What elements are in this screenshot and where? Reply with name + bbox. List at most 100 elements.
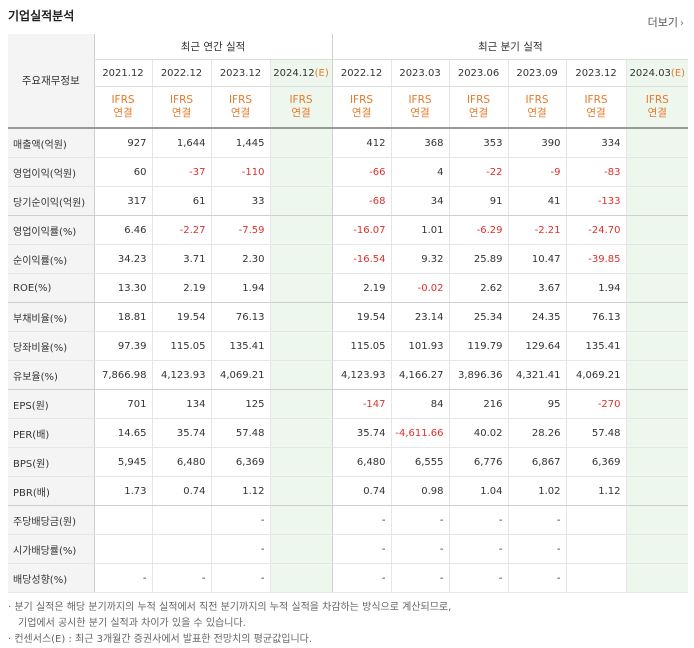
annual-value xyxy=(269,157,333,187)
annual-value: 35.74 xyxy=(151,418,211,448)
table-row: 배당성향(%) - - - - - - - xyxy=(8,563,689,593)
quarter-value: 2.62 xyxy=(448,273,509,303)
annual-value: 134 xyxy=(151,389,211,419)
quarter-value: 4,166.27 xyxy=(390,360,450,390)
table-row: 부채비율(%) 18.81 19.54 76.13 19.54 23.14 25.34 24.… xyxy=(8,302,689,332)
quarter-value: - xyxy=(507,563,567,593)
note-line-1: 분기 실적은 해당 분기까지의 누적 실적에서 직전 분기까지의 누적 실적을 … xyxy=(14,602,452,613)
consolidated-label: 연결 xyxy=(647,107,667,119)
quarter-value xyxy=(625,157,689,187)
row-label: 당좌비율(%) xyxy=(8,331,94,361)
annual-value: 14.65 xyxy=(93,418,152,448)
quarter-value: -68 xyxy=(331,186,392,216)
annual-value xyxy=(269,360,333,390)
quarter-value xyxy=(625,389,689,419)
annual-value: - xyxy=(210,534,270,564)
quarter-value: 0.98 xyxy=(390,476,450,506)
annual-value: - xyxy=(151,563,211,593)
note-quarterly: · 분기 실적은 해당 분기까지의 누적 실적에서 직전 분기까지의 누적 실적… xyxy=(8,602,452,613)
consolidated-label: 연결 xyxy=(468,107,489,119)
quarter-value: 91 xyxy=(448,186,509,216)
annual-value: 7,866.98 xyxy=(93,360,152,390)
quarter-value xyxy=(625,273,689,303)
quarter-value xyxy=(625,244,689,274)
quarter-period: 2023.06 xyxy=(448,59,509,87)
ifrs-label: IFRS xyxy=(466,94,491,106)
quarter-value: -2.21 xyxy=(507,215,567,245)
annual-value: 135.41 xyxy=(210,331,270,361)
annual-value: 125 xyxy=(210,389,270,419)
row-label: PBR(배) xyxy=(8,476,94,506)
quarter-value: - xyxy=(331,534,392,564)
annual-value xyxy=(151,505,211,535)
row-label: BPS(원) xyxy=(8,447,94,477)
annual-value xyxy=(269,563,333,593)
financial-table: 주요재무정보 최근 연간 실적 최근 분기 실적 2021.12 2022.12 2023… xyxy=(8,34,689,593)
quarter-value: 3,896.36 xyxy=(448,360,509,390)
annual-value: - xyxy=(93,563,152,593)
quarter-value xyxy=(625,331,689,361)
annual-value: 1.12 xyxy=(210,476,270,506)
annual-value: 6,480 xyxy=(151,447,211,477)
quarter-value: 10.47 xyxy=(507,244,567,274)
quarter-value: 6,555 xyxy=(390,447,450,477)
quarter-value: 3.67 xyxy=(507,273,567,303)
quarter-value: -39.85 xyxy=(565,244,627,274)
quarter-value: - xyxy=(448,563,509,593)
quarter-value: -16.07 xyxy=(331,215,392,245)
quarter-value: -22 xyxy=(448,157,509,187)
table-row: 순이익률(%) 34.23 3.71 2.30 -16.54 9.32 25.89 10.47… xyxy=(8,244,689,274)
ifrs-basis: IFRS 연결 xyxy=(390,86,450,129)
row-label: ROE(%) xyxy=(8,273,94,303)
annual-value xyxy=(269,476,333,506)
quarter-value: - xyxy=(507,534,567,564)
annual-value xyxy=(269,215,333,245)
quarter-value: -16.54 xyxy=(331,244,392,274)
quarter-value: 129.64 xyxy=(507,331,567,361)
annual-header: 최근 연간 실적 xyxy=(93,34,333,60)
annual-value xyxy=(151,534,211,564)
table-row: 당좌비율(%) 97.39 115.05 135.41 115.05 101.93 119.… xyxy=(8,331,689,361)
quarter-value xyxy=(565,563,627,593)
quarter-value: 6,776 xyxy=(448,447,509,477)
annual-period: 2024.12(E) xyxy=(269,59,333,87)
annual-value xyxy=(269,186,333,216)
quarter-value: 4 xyxy=(390,157,450,187)
table-row: 유보율(%) 7,866.98 4,123.93 4,069.21 4,123.93 4,… xyxy=(8,360,689,390)
consolidated-label: 연결 xyxy=(113,107,133,119)
annual-value: 76.13 xyxy=(210,302,270,332)
quarter-value: -66 xyxy=(331,157,392,187)
ifrs-basis: IFRS 연결 xyxy=(210,86,270,129)
quarter-value: - xyxy=(448,534,509,564)
quarter-value: 101.93 xyxy=(390,331,450,361)
ifrs-basis: IFRS 연결 xyxy=(93,86,152,129)
quarter-value xyxy=(565,505,627,535)
table-row: BPS(원) 5,945 6,480 6,369 6,480 6,555 6,776 6,86… xyxy=(8,447,689,477)
more-link[interactable]: 더보기 › xyxy=(648,14,684,30)
quarter-period: 2024.03(E) xyxy=(625,59,689,87)
row-label: EPS(원) xyxy=(8,389,94,419)
quarter-value: 334 xyxy=(565,128,627,158)
annual-value: 0.74 xyxy=(151,476,211,506)
row-label: 순이익률(%) xyxy=(8,244,94,274)
quarter-value xyxy=(625,563,689,593)
table-row: 당기순이익(억원) 317 61 33 -68 34 91 41 -133 xyxy=(8,186,689,216)
quarter-value: 25.34 xyxy=(448,302,509,332)
quarter-value: 25.89 xyxy=(448,244,509,274)
annual-value: 4,123.93 xyxy=(151,360,211,390)
annual-value: 19.54 xyxy=(151,302,211,332)
quarter-period: 2023.09 xyxy=(507,59,567,87)
table-row: 매출액(억원) 927 1,644 1,445 412 368 353 390 334 xyxy=(8,128,689,158)
quarter-value: -270 xyxy=(565,389,627,419)
row-label: 주당배당금(원) xyxy=(8,505,94,535)
table-row: 영업이익(억원) 60 -37 -110 -66 4 -22 -9 -83 xyxy=(8,157,689,187)
row-label: 유보율(%) xyxy=(8,360,94,390)
quarter-value: 4,123.93 xyxy=(331,360,392,390)
annual-value: 1,644 xyxy=(151,128,211,158)
quarter-value: 119.79 xyxy=(448,331,509,361)
annual-value: 1,445 xyxy=(210,128,270,158)
consolidated-label: 연결 xyxy=(351,107,372,119)
quarter-value xyxy=(625,186,689,216)
annual-value: 18.81 xyxy=(93,302,152,332)
table-row: EPS(원) 701 134 125 -147 84 216 95 -270 xyxy=(8,389,689,419)
